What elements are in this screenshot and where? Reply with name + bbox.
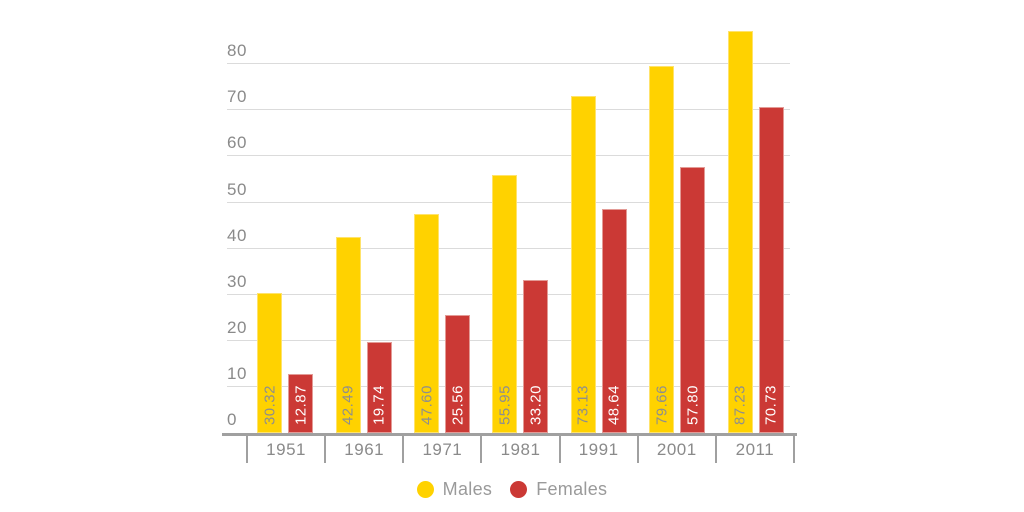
bar-value-label: 48.64 bbox=[605, 384, 623, 425]
legend-item-females: Females bbox=[510, 479, 607, 500]
x-axis-labels: 1951 1961 1971 1981 1991 2001 2011 bbox=[246, 436, 795, 463]
y-tick-label-10: 10 bbox=[227, 363, 247, 383]
bar-group-1971: 47.60 25.56 bbox=[403, 0, 481, 433]
bar-value-label: 57.80 bbox=[684, 384, 702, 425]
bar-value-label: 47.60 bbox=[418, 384, 436, 425]
bar-males-1971: 47.60 bbox=[414, 213, 440, 433]
bar-females-1971: 25.56 bbox=[445, 315, 471, 433]
bar-value-label: 73.13 bbox=[574, 384, 592, 425]
gridline-80 bbox=[227, 63, 790, 65]
bar-females-1961: 19.74 bbox=[366, 342, 392, 433]
bars-layer: 30.32 12.87 42.49 19.74 47.60 25.56 55.95 33.20… bbox=[246, 0, 795, 433]
y-tick-label-30: 30 bbox=[227, 271, 247, 291]
y-tick-label-50: 50 bbox=[227, 179, 247, 199]
bar-males-1951: 30.32 bbox=[257, 293, 283, 433]
bar-value-label: 33.20 bbox=[527, 384, 545, 425]
x-axis-cell-1971: 1971 bbox=[402, 436, 480, 463]
x-axis-cell-1981: 1981 bbox=[480, 436, 558, 463]
x-tick-label-1991: 1991 bbox=[578, 439, 619, 459]
x-axis-cell-1961: 1961 bbox=[324, 436, 402, 463]
x-axis-cell-1991: 1991 bbox=[558, 436, 637, 463]
x-axis-cell-2001: 2001 bbox=[636, 436, 715, 463]
bar-females-1951: 12.87 bbox=[288, 373, 314, 433]
y-tick-label-80: 80 bbox=[227, 41, 247, 61]
y-tick-label-40: 40 bbox=[227, 225, 247, 245]
x-tick-label-2011: 2011 bbox=[735, 439, 775, 459]
y-tick-label-60: 60 bbox=[227, 133, 247, 153]
x-tick-label-2001: 2001 bbox=[656, 439, 697, 459]
bar-males-2001: 79.66 bbox=[649, 65, 675, 433]
males-swatch-icon bbox=[416, 480, 434, 498]
bar-value-label: 42.49 bbox=[339, 384, 357, 425]
y-tick-label-0: 0 bbox=[227, 410, 237, 429]
y-tick-label-20: 20 bbox=[227, 317, 247, 337]
bar-value-label: 70.73 bbox=[762, 384, 780, 425]
gridline-60 bbox=[227, 155, 790, 157]
x-axis-cell-2011: 2011 bbox=[714, 436, 795, 463]
bar-group-1961: 42.49 19.74 bbox=[324, 0, 402, 433]
bar-males-1991: 73.13 bbox=[570, 95, 596, 433]
bar-males-1961: 42.49 bbox=[335, 237, 361, 433]
bar-value-label: 19.74 bbox=[370, 384, 388, 425]
bar-value-label: 55.95 bbox=[496, 384, 514, 425]
x-tick-label-1971: 1971 bbox=[422, 439, 463, 459]
bar-males-1981: 55.95 bbox=[492, 175, 518, 433]
plot-area: 0 10 20 30 40 50 60 70 80 30.32 12.87 42.49 19.74 47… bbox=[222, 0, 797, 436]
bar-females-1991: 48.64 bbox=[601, 208, 627, 433]
bar-females-2001: 57.80 bbox=[680, 166, 706, 433]
bar-value-label: 87.23 bbox=[731, 384, 749, 425]
females-swatch-icon bbox=[510, 480, 528, 498]
x-tick-label-1951: 1951 bbox=[266, 439, 306, 459]
x-tick-label-1981: 1981 bbox=[500, 439, 541, 459]
bar-value-label: 25.56 bbox=[449, 384, 467, 425]
bar-group-2011: 87.23 70.73 bbox=[717, 0, 795, 433]
bar-group-1951: 30.32 12.87 bbox=[246, 0, 324, 433]
x-tick-label-1961: 1961 bbox=[344, 439, 385, 459]
bar-males-2011: 87.23 bbox=[727, 30, 753, 433]
bar-value-label: 12.87 bbox=[292, 384, 310, 425]
bar-group-1981: 55.95 33.20 bbox=[481, 0, 559, 433]
bar-females-2011: 70.73 bbox=[758, 106, 784, 433]
legend-label-males: Males bbox=[442, 478, 493, 499]
bar-group-1991: 73.13 48.64 bbox=[560, 0, 638, 433]
legend-item-males: Males bbox=[416, 478, 493, 500]
x-axis-line bbox=[222, 433, 797, 436]
bar-females-1981: 33.20 bbox=[523, 279, 549, 433]
legend-label-females: Females bbox=[536, 478, 608, 499]
bar-group-2001: 79.66 57.80 bbox=[638, 0, 716, 433]
x-axis-cell-1951: 1951 bbox=[246, 436, 324, 463]
bar-value-label: 30.32 bbox=[261, 384, 279, 425]
bar-value-label: 79.66 bbox=[653, 384, 671, 425]
y-tick-label-70: 70 bbox=[227, 87, 247, 107]
legend: Males Females bbox=[0, 478, 1024, 500]
gridline-70 bbox=[227, 109, 790, 111]
